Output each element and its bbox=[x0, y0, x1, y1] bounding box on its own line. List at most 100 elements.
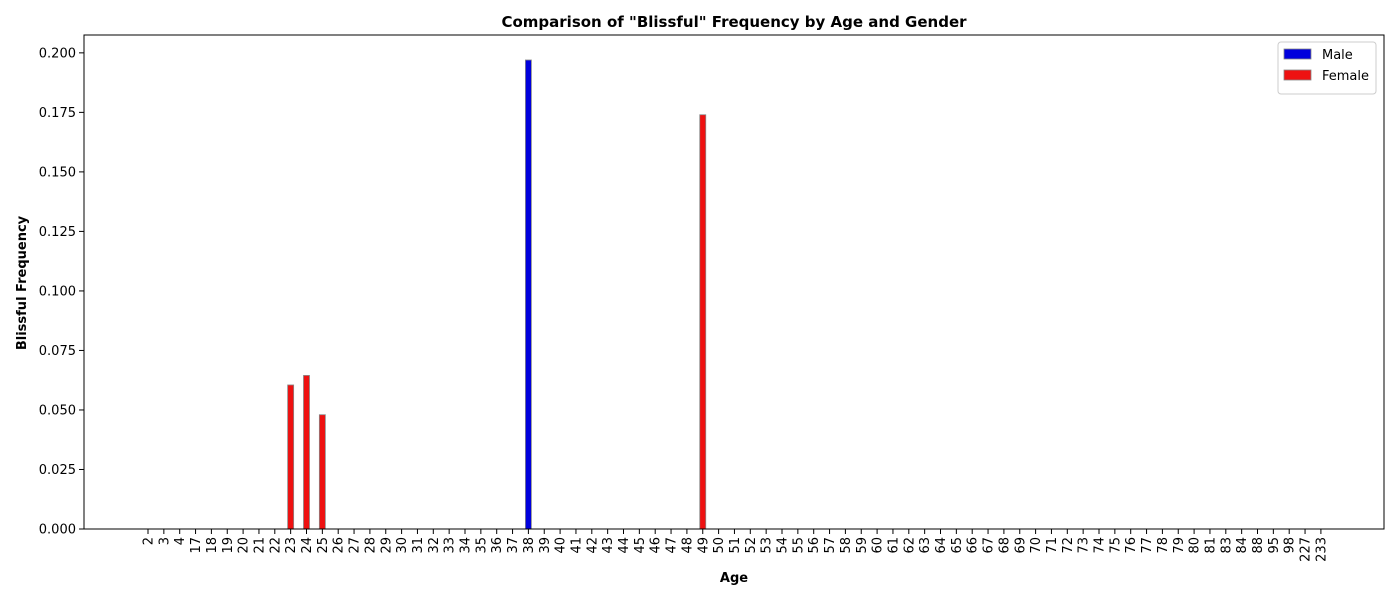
x-tick-label: 58 bbox=[839, 537, 854, 554]
x-tick-label: 78 bbox=[1156, 537, 1171, 554]
x-tick-label: 77 bbox=[1140, 537, 1155, 554]
legend: Male Female bbox=[1277, 41, 1377, 95]
x-tick-label: 51 bbox=[728, 537, 743, 554]
x-tick-label: 67 bbox=[982, 537, 997, 554]
x-tick-label: 31 bbox=[411, 537, 426, 554]
y-tick-label: 0.100 bbox=[39, 284, 76, 299]
y-tick-label: 0.000 bbox=[39, 523, 76, 538]
x-tick-label: 39 bbox=[538, 537, 553, 554]
x-tick-label: 74 bbox=[1093, 537, 1108, 554]
y-tick-label: 0.075 bbox=[39, 344, 76, 359]
x-tick-label: 65 bbox=[950, 537, 965, 554]
x-tick-label: 34 bbox=[459, 537, 474, 554]
x-tick-label: 62 bbox=[902, 537, 917, 554]
x-tick-label: 55 bbox=[791, 537, 806, 554]
x-tick-label: 43 bbox=[601, 537, 616, 554]
x-tick-label: 48 bbox=[680, 537, 695, 554]
x-tick-label: 37 bbox=[506, 537, 521, 554]
x-tick-label: 80 bbox=[1188, 537, 1203, 554]
x-tick-label: 33 bbox=[443, 537, 458, 554]
x-tick-label: 56 bbox=[807, 537, 822, 554]
x-tick-label: 53 bbox=[760, 537, 775, 554]
x-tick-label: 26 bbox=[332, 537, 347, 554]
x-axis: 2 3 4 17 18 19 20 21 22 23 24 25 26 27 28 29 30 31 32 33 34 3… bbox=[142, 529, 1329, 562]
bar-female bbox=[303, 375, 310, 530]
x-tick-label: 22 bbox=[268, 537, 283, 554]
x-tick-label: 25 bbox=[316, 537, 331, 554]
legend-label-female: Female bbox=[1322, 69, 1369, 84]
x-tick-label: 44 bbox=[617, 537, 632, 554]
x-tick-label: 75 bbox=[1108, 537, 1123, 554]
x-tick-label: 69 bbox=[1013, 537, 1028, 554]
x-tick-label: 18 bbox=[205, 537, 220, 554]
x-tick-label: 27 bbox=[348, 537, 363, 554]
x-tick-label: 66 bbox=[966, 537, 981, 554]
x-tick-label: 45 bbox=[633, 537, 648, 554]
x-tick-label: 32 bbox=[427, 537, 442, 554]
x-tick-label: 46 bbox=[649, 537, 664, 554]
x-tick-label: 71 bbox=[1045, 537, 1060, 554]
x-tick-label: 227 bbox=[1299, 537, 1314, 562]
y-axis-title: Blissful Frequency bbox=[15, 215, 30, 350]
x-tick-label: 40 bbox=[554, 537, 569, 554]
y-tick-label: 0.150 bbox=[39, 165, 76, 180]
x-tick-label: 35 bbox=[474, 537, 489, 554]
x-axis-title: Age bbox=[720, 571, 748, 586]
x-tick-label: 17 bbox=[189, 537, 204, 554]
x-tick-label: 4 bbox=[173, 537, 188, 545]
x-tick-label: 38 bbox=[522, 537, 537, 554]
y-tick-label: 0.125 bbox=[39, 225, 76, 240]
x-tick-label: 64 bbox=[934, 537, 949, 554]
x-tick-label: 20 bbox=[237, 537, 252, 554]
x-tick-label: 21 bbox=[252, 537, 267, 554]
x-tick-label: 81 bbox=[1203, 537, 1218, 554]
x-tick-label: 83 bbox=[1219, 537, 1234, 554]
bar-female bbox=[287, 384, 295, 530]
x-tick-label: 61 bbox=[886, 537, 901, 554]
legend-swatch-female bbox=[1283, 69, 1312, 81]
x-tick-label: 30 bbox=[395, 537, 410, 554]
x-tick-label: 54 bbox=[776, 537, 791, 554]
x-tick-label: 84 bbox=[1235, 537, 1250, 554]
legend-swatch-male bbox=[1283, 48, 1312, 60]
y-tick-label: 0.050 bbox=[39, 403, 76, 418]
x-tick-label: 73 bbox=[1077, 537, 1092, 554]
bar-female bbox=[699, 114, 707, 530]
x-tick-label: 47 bbox=[665, 537, 680, 554]
x-tick-label: 76 bbox=[1124, 537, 1139, 554]
x-tick-label: 59 bbox=[855, 537, 870, 554]
x-tick-label: 36 bbox=[490, 537, 505, 554]
bar-female bbox=[318, 414, 326, 530]
x-tick-label: 24 bbox=[300, 537, 315, 554]
x-tick-label: 95 bbox=[1267, 537, 1282, 554]
x-tick-label: 49 bbox=[696, 537, 711, 554]
x-tick-label: 19 bbox=[221, 537, 236, 554]
x-tick-label: 3 bbox=[157, 537, 172, 545]
x-tick-label: 57 bbox=[823, 537, 838, 554]
bars-layer bbox=[287, 59, 707, 530]
x-tick-label: 29 bbox=[379, 537, 394, 554]
x-tick-label: 98 bbox=[1283, 537, 1298, 554]
y-axis: 0.000 0.025 0.050 0.075 0.100 0.125 0.150 0.175… bbox=[39, 46, 84, 538]
x-tick-label: 88 bbox=[1251, 537, 1266, 554]
x-tick-label: 60 bbox=[871, 537, 886, 554]
x-tick-label: 68 bbox=[997, 537, 1012, 554]
y-tick-label: 0.025 bbox=[39, 463, 76, 478]
x-tick-label: 52 bbox=[744, 537, 759, 554]
legend-label-male: Male bbox=[1322, 48, 1353, 63]
x-tick-label: 42 bbox=[585, 537, 600, 554]
x-tick-label: 50 bbox=[712, 537, 727, 554]
y-tick-label: 0.175 bbox=[39, 106, 76, 121]
x-tick-label: 28 bbox=[363, 537, 378, 554]
y-tick-label: 0.200 bbox=[39, 46, 76, 61]
x-tick-label: 2 bbox=[142, 537, 157, 545]
x-tick-label: 233 bbox=[1314, 537, 1329, 562]
x-tick-label: 41 bbox=[569, 537, 584, 554]
plot-frame bbox=[83, 34, 1385, 530]
x-tick-label: 79 bbox=[1172, 537, 1187, 554]
x-tick-label: 70 bbox=[1029, 537, 1044, 554]
bar-male bbox=[525, 59, 532, 530]
chart-title: Comparison of "Blissful" Frequency by Ag… bbox=[501, 13, 967, 31]
x-tick-label: 63 bbox=[918, 537, 933, 554]
